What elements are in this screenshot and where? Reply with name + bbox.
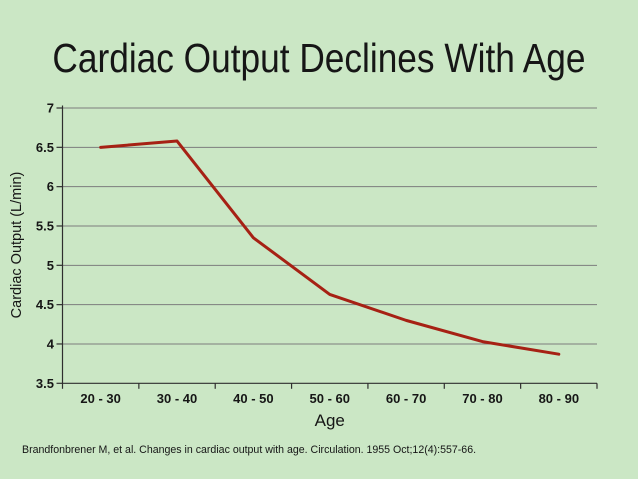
y-tick-label: 3.5 bbox=[36, 376, 54, 391]
y-tick-label: 6.5 bbox=[36, 140, 54, 155]
y-tick-label: 6 bbox=[47, 179, 54, 194]
x-tick-label: 30 - 40 bbox=[157, 391, 197, 406]
y-tick-label: 4 bbox=[47, 336, 55, 351]
x-tick-label: 40 - 50 bbox=[233, 391, 273, 406]
x-tick-label: 50 - 60 bbox=[310, 391, 350, 406]
x-tick-label: 70 - 80 bbox=[462, 391, 502, 406]
y-axis-title: Cardiac Output (L/min) bbox=[9, 172, 25, 319]
x-tick-label: 60 - 70 bbox=[386, 391, 426, 406]
page-title: Cardiac Output Declines With Age bbox=[0, 35, 638, 82]
x-axis-title: Age bbox=[315, 411, 345, 430]
page-title-text: Cardiac Output Declines With Age bbox=[52, 35, 586, 81]
x-tick-label: 80 - 90 bbox=[539, 391, 579, 406]
y-tick-label: 5.5 bbox=[36, 218, 54, 233]
x-tick-label: 20 - 30 bbox=[80, 391, 120, 406]
citation-text: Brandfonbrener M, et al. Changes in card… bbox=[22, 444, 477, 456]
y-tick-label: 7 bbox=[47, 101, 54, 116]
cardiac-output-data-line bbox=[99, 139, 561, 356]
y-tick-label: 4.5 bbox=[36, 297, 54, 312]
y-tick-label: 5 bbox=[47, 258, 54, 273]
